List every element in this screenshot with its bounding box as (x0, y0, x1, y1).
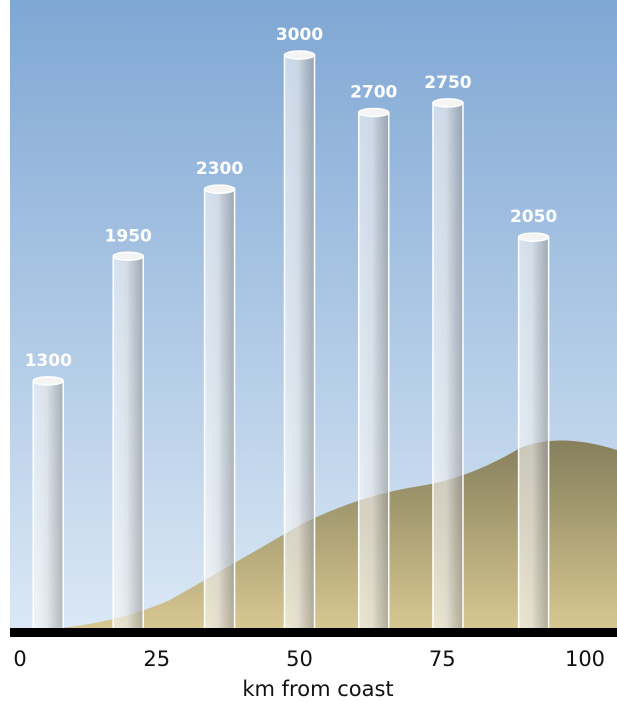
value-label: 1300 (25, 351, 72, 371)
x-axis-label: km from coast (242, 677, 393, 701)
cylinder (357, 111, 390, 631)
bars: 1300 1950 2300 3000 2700 2750 2050 (25, 25, 557, 631)
x-tick-label: 50 (286, 647, 313, 671)
x-tick-label: 25 (143, 647, 170, 671)
cylinder-cap (203, 184, 236, 194)
x-axis (10, 628, 617, 637)
cylinder-cap (283, 50, 316, 60)
value-label: 2700 (350, 83, 397, 103)
value-label: 2300 (196, 159, 243, 179)
cylinder (432, 102, 464, 631)
cylinder-cap (517, 232, 550, 242)
cylinder (112, 255, 144, 631)
value-label: 1950 (105, 226, 152, 246)
x-tick-label: 100 (565, 647, 605, 671)
cylinder-cap (432, 98, 464, 108)
cylinder-cap (112, 251, 144, 261)
x-tick-label: 0 (13, 647, 26, 671)
value-label: 2050 (510, 207, 557, 227)
cylinder (32, 380, 65, 631)
cylinder-cap (32, 376, 65, 386)
cylinder (283, 54, 316, 631)
cylinder (517, 236, 550, 631)
x-tick-label: 75 (429, 647, 456, 671)
cylinder (203, 188, 236, 631)
value-label: 3000 (276, 25, 323, 45)
value-label: 2750 (424, 73, 471, 93)
cylinder-cap (357, 107, 390, 118)
